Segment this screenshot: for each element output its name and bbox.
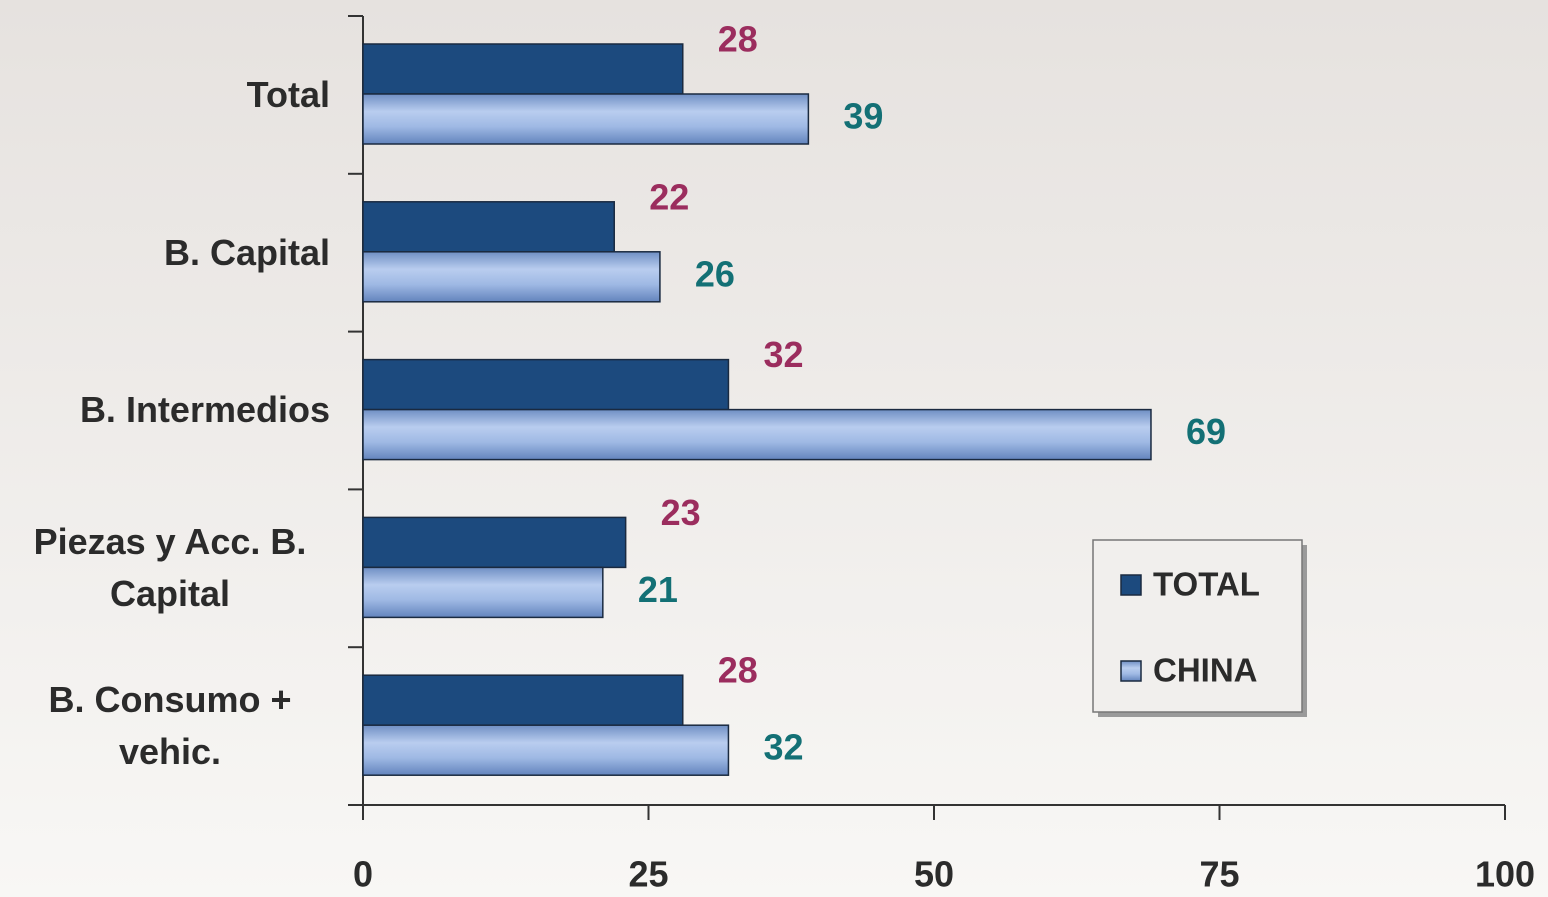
bar bbox=[362, 93, 810, 145]
data-label: 69 bbox=[1186, 411, 1226, 452]
bar bbox=[362, 251, 661, 303]
bar bbox=[362, 516, 627, 569]
bar bbox=[362, 674, 684, 726]
y-tick-label: B. Capital bbox=[163, 231, 330, 273]
legend-label: CHINA bbox=[1153, 652, 1258, 689]
bar bbox=[362, 408, 1152, 461]
data-label: 23 bbox=[661, 492, 701, 533]
legend-label: TOTAL bbox=[1153, 566, 1260, 603]
data-label: 28 bbox=[718, 19, 758, 60]
data-label: 32 bbox=[763, 727, 803, 768]
legend-swatch bbox=[1120, 660, 1142, 682]
category-label-box: Total bbox=[247, 16, 330, 174]
x-tick-label: 75 bbox=[1199, 854, 1239, 895]
data-label: 26 bbox=[695, 253, 735, 294]
y-tick-label: Total bbox=[246, 73, 330, 115]
x-tick-label: 100 bbox=[1475, 854, 1535, 895]
category-label-box: B. Capital bbox=[164, 174, 330, 332]
x-tick-label: 0 bbox=[353, 854, 373, 895]
x-tick-label: 50 bbox=[914, 854, 954, 895]
legend bbox=[1092, 539, 1303, 713]
bar bbox=[362, 724, 730, 776]
x-tick-label: 25 bbox=[628, 854, 668, 895]
data-label: 32 bbox=[763, 334, 803, 375]
y-tick-label: B. Consumo + vehic. bbox=[48, 679, 292, 773]
bar bbox=[362, 566, 604, 619]
data-label: 22 bbox=[649, 176, 689, 217]
bar bbox=[362, 201, 615, 253]
bar bbox=[362, 358, 730, 411]
legend-swatch bbox=[1120, 574, 1142, 596]
data-label: 39 bbox=[843, 96, 883, 137]
y-tick-label: B. Intermedios bbox=[79, 389, 330, 431]
bar bbox=[362, 43, 684, 95]
data-label: 21 bbox=[638, 569, 678, 610]
category-label-box: B. Intermedios bbox=[80, 332, 330, 490]
category-label-box: B. Consumo + vehic. bbox=[10, 647, 330, 805]
data-label: 28 bbox=[718, 650, 758, 691]
y-tick-label: Piezas y Acc. B. Capital bbox=[33, 521, 307, 615]
category-label-box: Piezas y Acc. B. Capital bbox=[10, 489, 330, 647]
